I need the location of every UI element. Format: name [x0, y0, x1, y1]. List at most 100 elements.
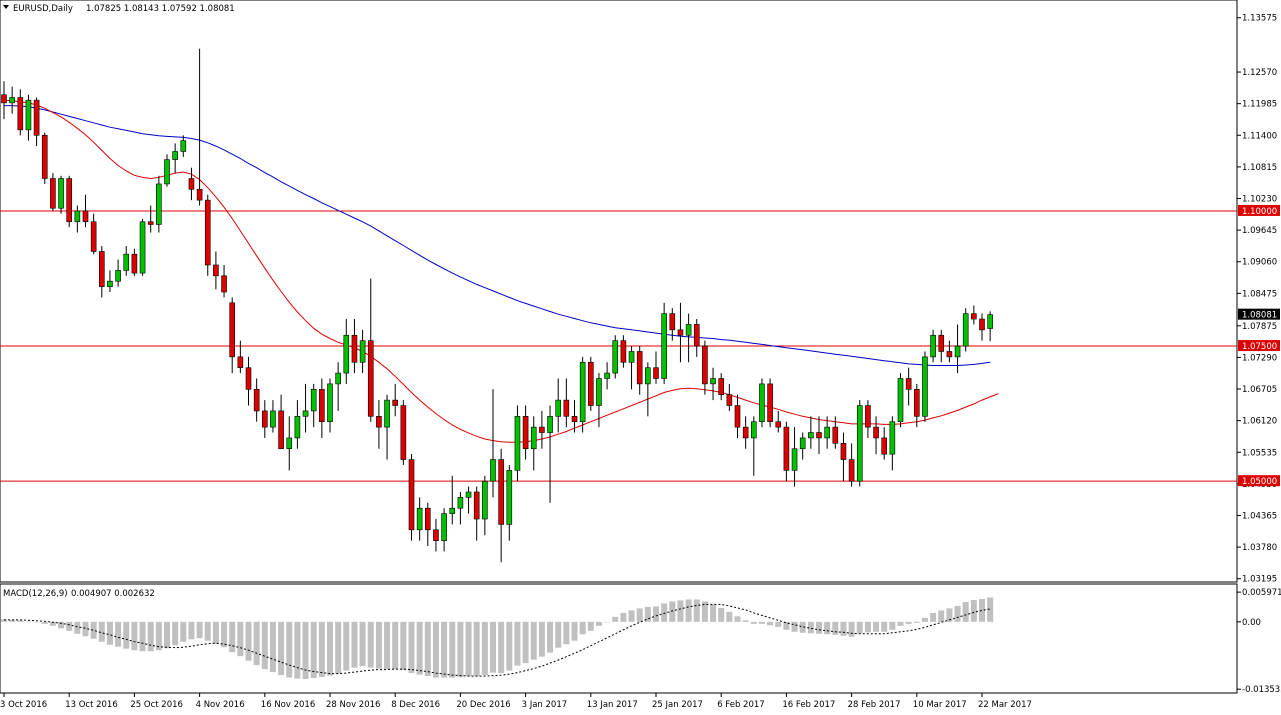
price-plot-frame[interactable]	[0, 0, 1238, 583]
macd-bar	[294, 621, 301, 679]
macd-bar	[693, 599, 700, 622]
macd-plot-frame[interactable]	[0, 583, 1238, 694]
macd-bar	[848, 621, 855, 637]
macd-bar	[579, 621, 586, 635]
macd-signal-line	[4, 603, 991, 677]
candle	[99, 246, 105, 298]
macd-bar	[881, 621, 888, 632]
macd-bar	[416, 621, 423, 675]
candle	[514, 405, 521, 482]
macd-bar	[718, 607, 725, 622]
macd-bar	[538, 621, 545, 657]
candle	[897, 373, 904, 428]
candle-body-bear	[229, 302, 235, 358]
symbol-timeframe-label: EURUSD,Daily	[13, 4, 73, 14]
candle	[335, 362, 341, 411]
candle	[147, 205, 154, 233]
candle-body-bull	[449, 507, 456, 514]
macd-bar	[799, 621, 806, 633]
candle	[164, 154, 170, 187]
macd-histogram	[1, 597, 994, 680]
candle-body-bull	[343, 334, 350, 374]
candle	[196, 48, 203, 206]
time-tick-label: 8 Dec 2016	[391, 700, 440, 710]
candle-body-bear	[848, 459, 855, 482]
macd-bar	[954, 605, 961, 622]
candle-body-bull	[310, 388, 317, 412]
candle	[913, 383, 920, 428]
macd-bar	[212, 621, 219, 644]
price-tick-label: 1.07290	[1242, 353, 1277, 363]
candle	[74, 205, 81, 233]
candle	[530, 416, 537, 471]
candle-body-bear	[433, 529, 439, 541]
candle-body-bear	[522, 416, 529, 450]
candle-body-bear	[913, 388, 920, 417]
moving-average-blue	[4, 105, 991, 366]
macd-bar	[734, 616, 741, 622]
candle	[645, 362, 651, 417]
candle-body-bear	[66, 178, 72, 223]
macd-bar	[25, 621, 32, 622]
candle	[685, 313, 692, 363]
candle	[139, 219, 146, 276]
candle-body-bear	[261, 410, 268, 428]
macd-bar	[375, 621, 382, 669]
candle	[824, 416, 830, 449]
candle	[294, 400, 301, 449]
price-tick-label: 1.12570	[1242, 68, 1277, 78]
candle	[767, 378, 773, 428]
time-tick-label: 10 Mar 2017	[913, 700, 967, 710]
candle-body-bear	[237, 356, 244, 368]
candle-body-bull	[416, 507, 423, 531]
candle-body-bull	[156, 183, 162, 225]
candle	[424, 502, 431, 547]
macd-bar	[481, 621, 488, 676]
macd-bar	[864, 621, 871, 633]
candle-body-bear	[775, 421, 782, 428]
candle-body-bear	[653, 367, 659, 379]
macd-bar	[701, 601, 708, 622]
candle-body-bear	[147, 221, 154, 225]
candle	[979, 313, 985, 341]
candle	[547, 405, 553, 503]
macd-bar	[669, 601, 676, 622]
candlesticks	[1, 48, 993, 563]
candle-body-bull	[824, 426, 830, 439]
price-tick-label: 1.13575	[1242, 14, 1277, 24]
candle-body-bear	[677, 329, 684, 336]
candle	[816, 416, 822, 455]
macd-bar	[74, 621, 81, 634]
candle	[742, 416, 749, 449]
macd-bar	[653, 606, 659, 622]
candle	[930, 329, 936, 363]
candle-body-bear	[587, 361, 594, 406]
candle	[172, 143, 178, 174]
candle	[571, 400, 578, 433]
price-tick-label: 1.06705	[1242, 385, 1277, 395]
candle-body-bear	[50, 178, 56, 209]
candle	[987, 311, 993, 342]
macd-bar	[873, 621, 880, 632]
candle-body-bear	[734, 405, 741, 428]
macd-bar	[791, 621, 798, 632]
candle-body-bear	[41, 134, 48, 179]
candle	[799, 432, 806, 460]
candle	[131, 248, 138, 276]
candle-body-bull	[547, 416, 553, 433]
candle-body-bull	[335, 372, 341, 385]
macd-bar	[155, 621, 162, 651]
candle-body-bear	[742, 426, 749, 439]
candle-body-bull	[115, 270, 121, 282]
macd-bar	[832, 621, 839, 635]
level-price-tag-label: 1.10000	[1242, 207, 1277, 217]
candle	[253, 378, 260, 422]
price-tick-label: 1.03195	[1242, 575, 1277, 585]
candle	[384, 394, 390, 460]
candle-body-bear	[408, 459, 415, 531]
macd-bar	[620, 612, 627, 622]
collapse-arrow-icon[interactable]	[3, 5, 9, 9]
candle	[90, 213, 97, 255]
candle	[954, 324, 961, 374]
